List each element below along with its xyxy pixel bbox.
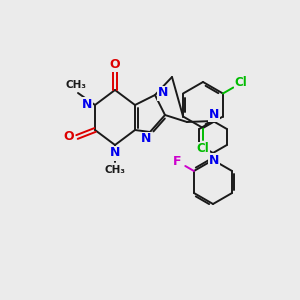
Text: N: N [82,98,92,110]
Text: N: N [158,86,168,100]
Text: N: N [110,146,120,160]
Text: Cl: Cl [235,76,248,89]
Text: Cl: Cl [196,142,209,155]
Text: O: O [64,130,74,143]
Text: N: N [141,133,151,146]
Text: N: N [209,154,219,166]
Text: CH₃: CH₃ [104,165,125,175]
Text: O: O [110,58,120,70]
Text: N: N [209,107,219,121]
Text: CH₃: CH₃ [65,80,86,90]
Text: F: F [173,155,182,168]
